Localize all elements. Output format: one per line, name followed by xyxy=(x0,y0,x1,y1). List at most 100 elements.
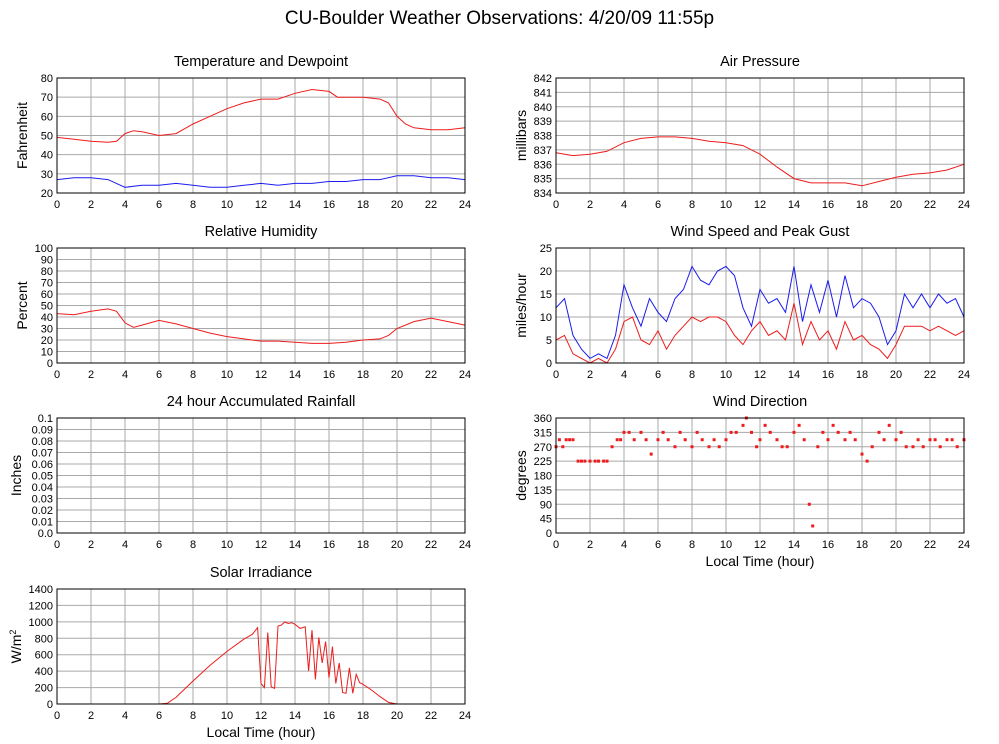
data-point xyxy=(619,438,623,442)
x-tick-label: 4 xyxy=(621,199,627,211)
data-point xyxy=(627,430,631,434)
data-point xyxy=(666,438,670,442)
x-tick-label: 6 xyxy=(655,539,661,551)
data-point xyxy=(557,438,561,442)
x-tick-label: 24 xyxy=(459,369,471,381)
data-point xyxy=(928,438,932,442)
y-tick-label: 840 xyxy=(534,102,552,114)
data-point xyxy=(639,430,643,434)
series-line-peak-gust xyxy=(555,265,965,360)
y-tick-label: 837 xyxy=(534,145,552,157)
data-point xyxy=(836,430,840,434)
y-tick-label: 0 xyxy=(47,358,53,370)
x-tick-label: 0 xyxy=(54,199,60,211)
y-tick-label: 15 xyxy=(540,289,552,301)
y-tick-label: 30 xyxy=(41,324,53,336)
y-axis-label: miles/hour xyxy=(513,273,529,338)
data-point xyxy=(945,438,949,442)
chart-title: Wind Direction xyxy=(713,394,807,410)
y-tick-label: 50 xyxy=(41,301,53,313)
x-tick-label: 10 xyxy=(221,369,233,381)
y-axis-label: W/m2 xyxy=(8,630,24,664)
y-tick-label: 839 xyxy=(534,116,552,128)
series-line-pressure xyxy=(555,136,965,187)
data-point xyxy=(853,438,857,442)
y-tick-label: 60 xyxy=(41,289,53,301)
x-tick-label: 8 xyxy=(689,199,695,211)
x-tick-label: 4 xyxy=(122,710,128,722)
y-tick-label: 40 xyxy=(41,150,53,162)
data-point xyxy=(865,459,869,463)
x-tick-label: 16 xyxy=(323,710,335,722)
plot-frame xyxy=(56,247,466,364)
x-tick-label: 18 xyxy=(856,369,868,381)
x-tick-label: 14 xyxy=(788,369,800,381)
x-tick-label: 12 xyxy=(255,199,267,211)
x-tick-label: 4 xyxy=(122,199,128,211)
y-axis-label: Percent xyxy=(14,281,30,329)
y-tick-label: 20 xyxy=(41,188,53,200)
y-tick-label: 70 xyxy=(41,92,53,104)
y-tick-label: 0.02 xyxy=(32,505,53,517)
x-tick-label: 2 xyxy=(587,539,593,551)
data-point xyxy=(656,438,660,442)
x-tick-label: 16 xyxy=(323,369,335,381)
y-axis-label: degrees xyxy=(513,450,529,501)
data-point xyxy=(848,430,852,434)
x-tick-label: 12 xyxy=(255,710,267,722)
x-tick-label: 10 xyxy=(720,199,732,211)
data-point xyxy=(950,438,954,442)
data-point xyxy=(597,459,600,463)
y-tick-label: 40 xyxy=(41,312,53,324)
data-point xyxy=(802,438,806,442)
plot-frame xyxy=(56,417,466,534)
x-tick-label: 6 xyxy=(156,199,162,211)
data-point xyxy=(877,430,881,434)
chart-title: Air Pressure xyxy=(720,54,800,70)
data-point xyxy=(571,438,575,442)
x-tick-label: 16 xyxy=(822,539,834,551)
y-tick-label: 80 xyxy=(41,266,53,278)
x-tick-label: 2 xyxy=(587,369,593,381)
data-point xyxy=(904,445,908,449)
data-point xyxy=(831,423,835,427)
data-point xyxy=(695,430,699,434)
y-tick-label: 50 xyxy=(41,131,53,143)
data-point xyxy=(588,459,592,463)
data-point xyxy=(933,438,937,442)
data-point xyxy=(673,445,677,449)
y-tick-label: 20 xyxy=(540,266,552,278)
y-tick-label: 90 xyxy=(540,499,552,511)
page-title: CU-Boulder Weather Observations: 4/20/09… xyxy=(284,8,715,29)
data-point xyxy=(678,430,682,434)
data-point xyxy=(644,438,648,442)
y-tick-label: 30 xyxy=(41,169,53,181)
x-tick-label: 6 xyxy=(156,369,162,381)
data-point xyxy=(894,438,898,442)
data-point xyxy=(649,452,653,456)
x-tick-label: 18 xyxy=(357,199,369,211)
y-tick-label: 842 xyxy=(534,73,552,85)
data-point xyxy=(632,438,636,442)
series-line-relative-humidity xyxy=(56,308,466,344)
data-point xyxy=(899,430,903,434)
data-point xyxy=(955,445,959,449)
data-point xyxy=(593,459,597,463)
data-point xyxy=(580,459,583,463)
data-point xyxy=(916,438,920,442)
x-tick-label: 2 xyxy=(88,199,94,211)
data-point xyxy=(750,430,753,434)
x-tick-label: 20 xyxy=(391,369,403,381)
data-point xyxy=(821,430,825,434)
chart-title: Solar Irradiance xyxy=(210,565,312,581)
x-tick-label: 20 xyxy=(391,710,403,722)
data-point xyxy=(911,445,915,449)
x-tick-label: 16 xyxy=(822,199,834,211)
x-tick-label: 10 xyxy=(720,539,732,551)
chart-title: 24 hour Accumulated Rainfall xyxy=(167,394,356,410)
data-point xyxy=(826,438,830,442)
data-point xyxy=(717,445,721,449)
data-point xyxy=(758,438,762,442)
y-tick-label: 600 xyxy=(35,650,53,662)
data-point xyxy=(811,524,815,528)
